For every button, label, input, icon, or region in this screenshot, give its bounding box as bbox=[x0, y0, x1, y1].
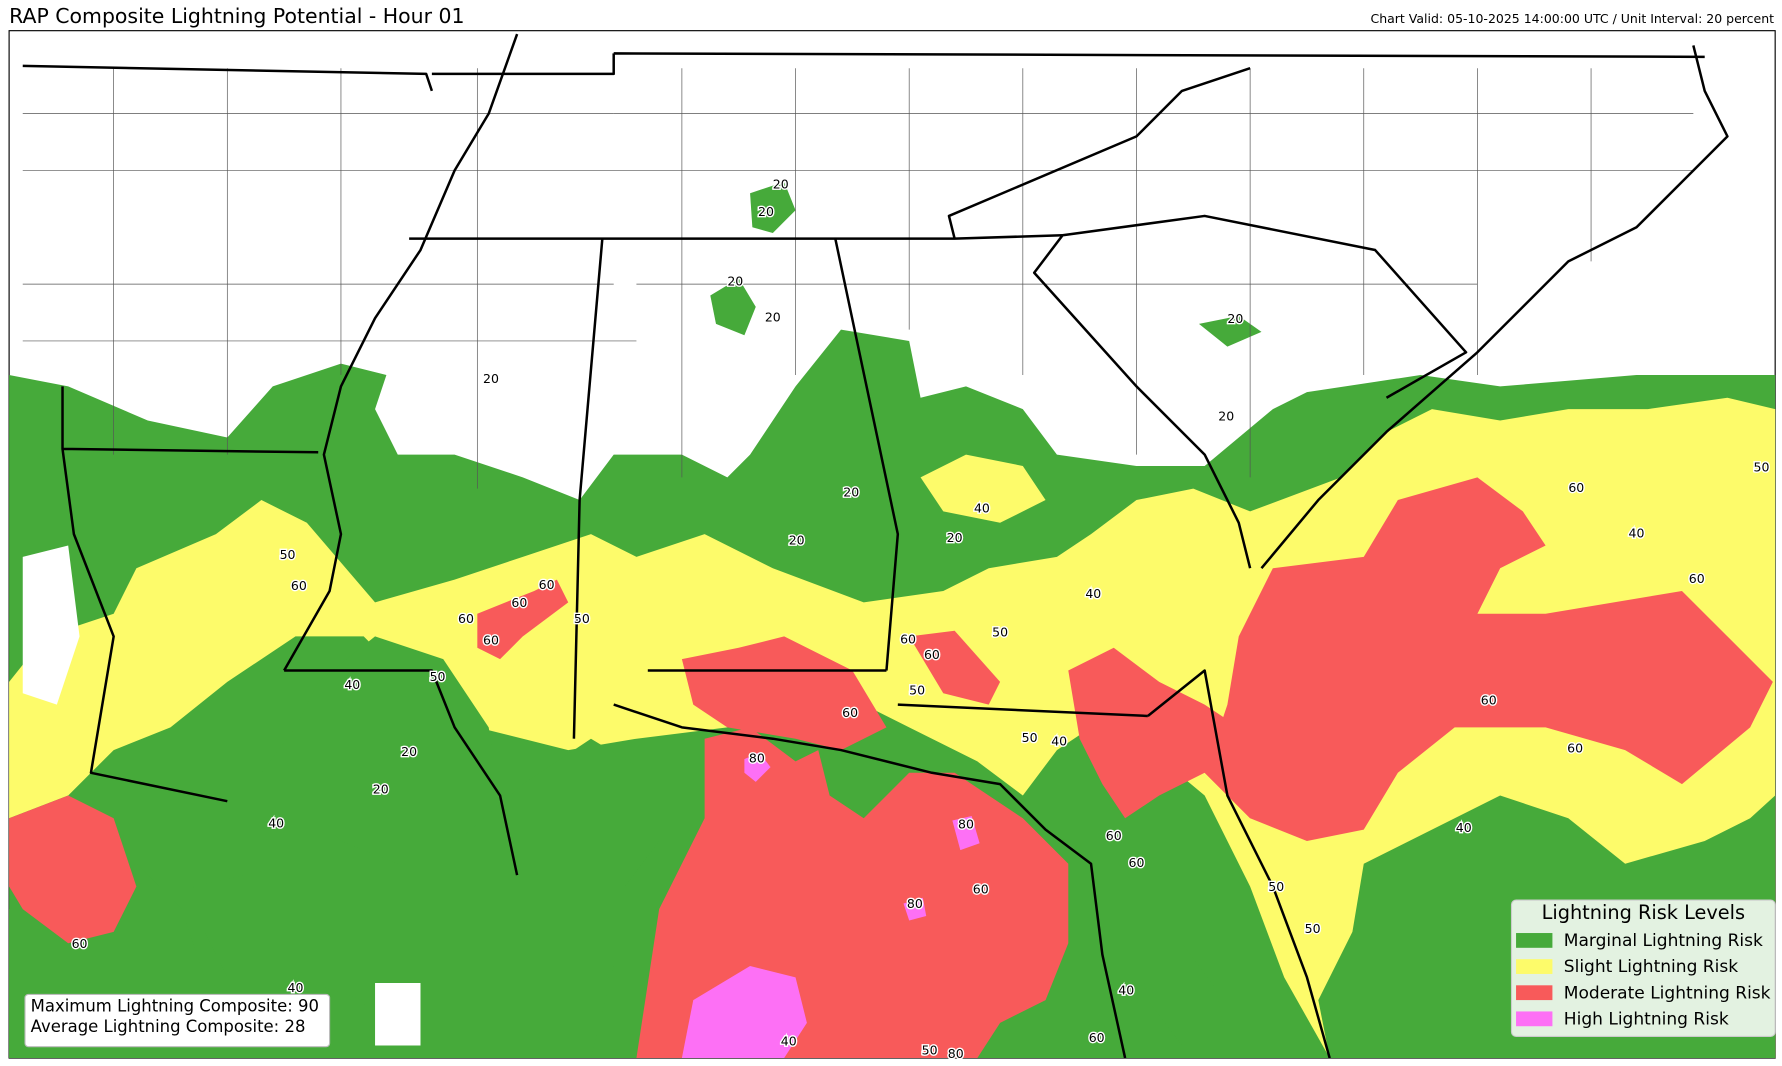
title: RAP Composite Lightning Potential - Hour… bbox=[9, 4, 464, 28]
contour-label: 60 bbox=[1689, 571, 1705, 586]
state-borders bbox=[22, 33, 1729, 1059]
county-lines bbox=[22, 68, 1694, 489]
risk-area bbox=[920, 454, 1046, 523]
risk-area bbox=[1198, 315, 1262, 347]
contour-label: 50 bbox=[922, 1043, 938, 1058]
chart-info: Chart Valid: 05-10-2025 14:00:00 UTC / U… bbox=[1370, 11, 1774, 26]
risk-area bbox=[903, 897, 927, 921]
contour-label: 60 bbox=[842, 705, 858, 720]
risk-area bbox=[744, 752, 771, 782]
contour-label: 20 bbox=[483, 371, 499, 386]
contour-label: 40 bbox=[974, 501, 990, 516]
contour-label: 20 bbox=[947, 530, 963, 545]
contour-label: 60 bbox=[1089, 1030, 1105, 1045]
contour-label: 60 bbox=[1106, 828, 1122, 843]
contour-label: 60 bbox=[511, 595, 527, 610]
contour-label: 40 bbox=[781, 1034, 797, 1049]
contour-label: 50 bbox=[1022, 730, 1038, 745]
contour-label: 40 bbox=[1085, 586, 1101, 601]
risk-area bbox=[22, 545, 80, 705]
contour-label: 60 bbox=[1481, 693, 1497, 708]
stat-max: Maximum Lightning Composite: 90 bbox=[31, 996, 319, 1015]
contour-label: 60 bbox=[1568, 480, 1584, 495]
legend: Lightning Risk Levels Marginal Lightning… bbox=[1510, 899, 1776, 1038]
risk-area bbox=[750, 181, 796, 233]
stats-frame bbox=[24, 993, 331, 1048]
contour-label: 60 bbox=[72, 936, 88, 951]
contour-label: 60 bbox=[483, 632, 499, 647]
contour-label: 50 bbox=[1268, 879, 1284, 894]
contour-label: 80 bbox=[749, 751, 765, 766]
contour-label: 40 bbox=[268, 815, 284, 830]
contour-label: 20 bbox=[401, 744, 417, 759]
contour-label: 80 bbox=[958, 817, 974, 832]
risk-area bbox=[952, 815, 980, 851]
risk-area bbox=[375, 983, 421, 1046]
contour-label: 50 bbox=[1754, 460, 1770, 475]
contour-label: 50 bbox=[992, 625, 1008, 640]
contour-label: 20 bbox=[758, 204, 774, 219]
stat-avg: Average Lightning Composite: 28 bbox=[31, 1017, 306, 1036]
contour-label: 20 bbox=[773, 177, 789, 192]
contour-label: 60 bbox=[458, 611, 474, 626]
contour-label: 60 bbox=[924, 647, 940, 662]
contour-label: 50 bbox=[280, 547, 296, 562]
contour-label: 20 bbox=[789, 532, 805, 547]
contour-label: 40 bbox=[1629, 526, 1645, 541]
contour-label: 40 bbox=[288, 980, 304, 995]
legend-swatch bbox=[1516, 985, 1553, 1001]
legend-label: High Lightning Risk bbox=[1564, 1009, 1729, 1029]
contour-label: 20 bbox=[765, 310, 781, 325]
legend-swatch bbox=[1516, 1011, 1553, 1027]
contour-labels: 20 20 20 20 20 20 20 20 20 20 40 50 60 60 60 60 60 50 50 40… bbox=[70, 175, 1771, 1062]
legend-title: Lightning Risk Levels bbox=[1542, 901, 1745, 924]
stats-box: Maximum Lightning Composite: 90 Average … bbox=[24, 993, 331, 1048]
risk-area bbox=[909, 630, 1001, 705]
contour-label: 60 bbox=[1129, 855, 1145, 870]
contour-label: 80 bbox=[948, 1046, 964, 1061]
legend-label: Marginal Lightning Risk bbox=[1564, 931, 1763, 951]
contour-label: 60 bbox=[539, 577, 555, 592]
contour-label: 40 bbox=[1456, 820, 1472, 835]
risk-area bbox=[477, 579, 569, 660]
contour-label: 20 bbox=[373, 781, 389, 796]
legend-frame bbox=[1510, 899, 1776, 1038]
contour-label: 20 bbox=[1227, 311, 1243, 326]
contour-label: 60 bbox=[900, 631, 916, 646]
contour-label: 80 bbox=[907, 896, 923, 911]
risk-area bbox=[681, 636, 887, 751]
contour-label: 60 bbox=[291, 578, 307, 593]
contour-label: 50 bbox=[909, 682, 925, 697]
contour-label: 60 bbox=[1567, 740, 1583, 755]
legend-label: Moderate Lightning Risk bbox=[1564, 983, 1771, 1003]
contour-label: 40 bbox=[1118, 982, 1134, 997]
contour-label: 20 bbox=[843, 485, 859, 500]
risk-area bbox=[681, 965, 807, 1059]
contour-label: 50 bbox=[430, 669, 446, 684]
contour-label: 50 bbox=[1305, 921, 1321, 936]
risk-area bbox=[193, 738, 660, 1059]
contour-label: 20 bbox=[727, 273, 743, 288]
contour-label: 60 bbox=[973, 881, 989, 896]
contour-label: 20 bbox=[1218, 409, 1234, 424]
risk-area bbox=[1136, 943, 1228, 1046]
contour-label: 40 bbox=[1051, 734, 1067, 749]
contour-label: 40 bbox=[344, 677, 360, 692]
legend-label: Slight Lightning Risk bbox=[1564, 957, 1738, 977]
risk-area bbox=[1204, 477, 1773, 841]
legend-swatch bbox=[1516, 959, 1553, 974]
legend-swatch bbox=[1516, 933, 1553, 948]
risk-area bbox=[710, 278, 756, 336]
contour-label: 50 bbox=[574, 611, 590, 626]
risk-area bbox=[9, 795, 137, 944]
